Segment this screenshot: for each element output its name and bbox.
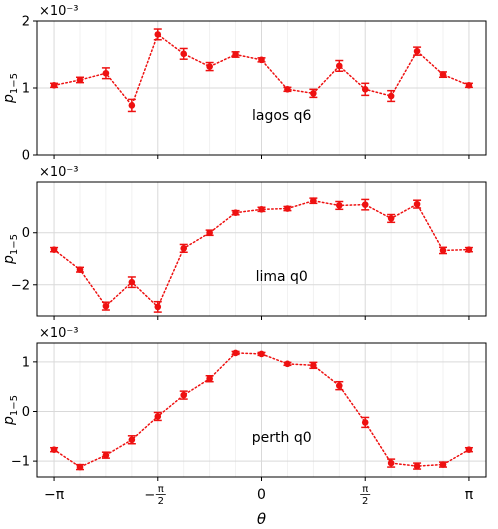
x-tick-label-denominator: 2 [362,496,368,507]
panel-1-data-point [439,71,447,78]
panel-1-data-point [310,90,317,97]
panel-3-data-point [102,451,110,459]
x-tick-label-denominator: 2 [158,496,164,507]
x-tick-label: π [465,487,474,503]
panel-3-data-point [154,413,162,420]
panel-1-data-point [128,102,136,109]
x-tick-label-numerator: π [158,484,164,495]
panel-3-data-point [76,463,84,471]
panel-2-data-point [361,201,369,208]
panel-1-data-point [335,62,343,70]
panel-2-data-point [50,246,58,253]
panel-3-data-point [387,459,395,467]
panel-2-data-point [439,247,447,254]
panel-3-y-tick-label: −1 [11,455,30,470]
panel-3-data-point [50,446,58,454]
panel-1-y-tick-label: 0 [22,149,30,164]
panel-1-data-point [284,86,291,93]
panel-2-data-point [232,209,239,217]
panel-1-data-point [180,50,188,58]
panel-1-y-axis-label-main: p [1,94,17,104]
panel-1-annotation: lagos q6 [252,108,312,124]
panel-2-data-point [128,278,136,286]
panel-1-data-point [387,92,395,100]
panel-1-data-point [413,47,421,55]
panel-1-scale-label: ×10⁻³ [39,4,79,19]
panel-3-data-point [206,375,213,383]
panel-3-data-point [180,391,188,399]
panel-2-data-point [413,200,421,208]
panel-3-data-point [413,462,421,470]
panel-3-data-point [465,446,473,454]
panel-1-y-axis-label: p1−5 [1,73,20,104]
panel-1-data-point [232,51,239,58]
panel-1-data-point [206,63,213,70]
x-axis-label: θ [257,510,266,528]
panel-1-data-point [50,82,58,89]
panel-1-data-point [258,56,265,64]
panel-2-annotation: lima q0 [256,269,308,285]
panel-3-y-axis-label-main: p [1,416,17,426]
x-tick-label-numerator: π [362,484,368,495]
panel-3-y-axis-label-subscript: 1−5 [9,395,20,416]
panel-3-data-point [128,436,136,444]
panel-1-data-point [76,76,84,84]
x-tick-label: −π [44,487,65,503]
panel-2-y-axis-label-subscript: 1−5 [9,234,20,255]
panel-2-y-tick-label: −2 [11,278,30,293]
panel-2-data-point [76,266,84,273]
panel-2-data-point [154,303,162,311]
panel-1-y-tick-label: 2 [22,15,30,30]
x-tick-label-sign: − [144,488,155,503]
panel-3-y-tick-label: 0 [22,405,30,420]
panel-3-data-point [335,382,343,389]
panel-2-data-point [465,246,473,253]
panel-2-y-axis-label-main: p [1,255,17,265]
panel-3-data-point [232,349,239,357]
panel-2-y-tick-label: 0 [22,226,30,241]
panel-1-data-point [154,31,162,38]
panel-2-y-axis-label: p1−5 [1,234,20,265]
x-tick-label: 0 [257,487,266,503]
panel-3-annotation: perth q0 [252,430,312,446]
panel-2-data-point [387,215,395,222]
panel-2-data-point [284,205,291,212]
panel-3-data-point [361,419,369,426]
panel-1-data-point [465,82,473,89]
panel-2-data-point [258,206,265,213]
panel-3-data-point [284,360,291,368]
panel-1-data-point [361,86,369,93]
panel-1-data-point [102,69,110,77]
panel-3-y-tick-label: 1 [22,355,30,370]
panel-2-scale-label: ×10⁻³ [39,165,79,180]
panel-3-data-point [310,362,317,369]
panel-1-y-axis-label-subscript: 1−5 [9,73,20,94]
panel-3-scale-label: ×10⁻³ [39,326,79,341]
panel-2-data-point [206,229,213,237]
panel-2-data-point [335,202,343,209]
panel-3-data-point [439,461,447,468]
panel-2-data-point [180,245,188,252]
panel-2-data-point [102,302,110,310]
panel-3-data-point [258,350,265,358]
panel-3-y-axis-label: p1−5 [1,395,20,426]
panel-1-y-tick-label: 1 [22,82,30,97]
panel-2-data-point [310,197,317,205]
panel-1-series-line [53,33,470,107]
